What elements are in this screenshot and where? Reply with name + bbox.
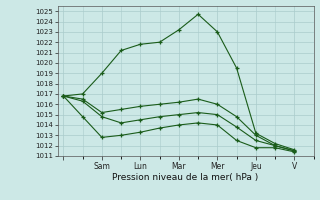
X-axis label: Pression niveau de la mer( hPa ): Pression niveau de la mer( hPa ): [112, 173, 259, 182]
